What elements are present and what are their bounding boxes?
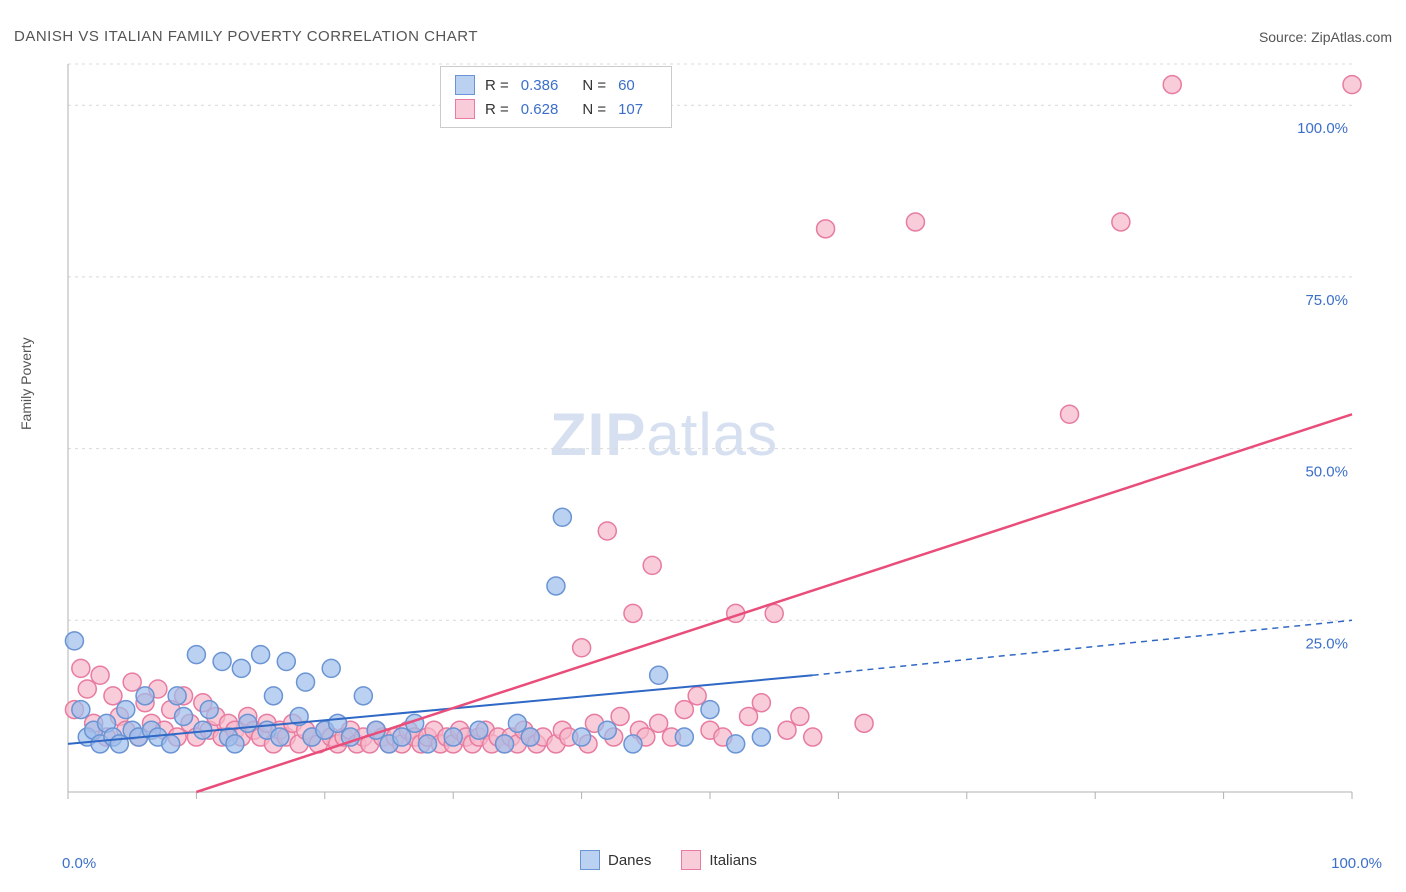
n-value-italians: 107: [618, 101, 643, 118]
legend-stats: R = 0.386 N = 60 R = 0.628 N = 107: [440, 66, 672, 128]
svg-text:25.0%: 25.0%: [1305, 635, 1348, 652]
y-axis-label: Family Poverty: [18, 337, 34, 430]
x-axis-min: 0.0%: [62, 855, 96, 872]
scatter-plot: 25.0% 50.0% 75.0% 100.0%: [60, 60, 1380, 820]
swatch-danes-icon: [580, 850, 600, 870]
svg-text:50.0%: 50.0%: [1305, 464, 1348, 481]
legend-row-italians: R = 0.628 N = 107: [455, 97, 657, 121]
legend-series: Danes Italians: [580, 850, 757, 870]
n-value-danes: 60: [618, 77, 635, 94]
r-value-danes: 0.386: [521, 77, 559, 94]
swatch-italians: [455, 99, 475, 119]
legend-item-italians: Italians: [681, 850, 757, 870]
svg-text:75.0%: 75.0%: [1305, 292, 1348, 309]
legend-label-danes: Danes: [608, 852, 651, 869]
swatch-danes: [455, 75, 475, 95]
source-label: Source: ZipAtlas.com: [1259, 29, 1392, 45]
swatch-italians-icon: [681, 850, 701, 870]
x-axis-max: 100.0%: [1331, 855, 1382, 872]
header: DANISH VS ITALIAN FAMILY POVERTY CORRELA…: [14, 28, 1392, 45]
r-label: R =: [485, 77, 509, 94]
n-label: N =: [582, 101, 606, 118]
legend-item-danes: Danes: [580, 850, 651, 870]
n-label: N =: [582, 77, 606, 94]
chart-title: DANISH VS ITALIAN FAMILY POVERTY CORRELA…: [14, 28, 478, 45]
svg-text:100.0%: 100.0%: [1297, 120, 1348, 137]
r-label: R =: [485, 101, 509, 118]
r-value-italians: 0.628: [521, 101, 559, 118]
legend-label-italians: Italians: [709, 852, 757, 869]
legend-row-danes: R = 0.386 N = 60: [455, 73, 657, 97]
